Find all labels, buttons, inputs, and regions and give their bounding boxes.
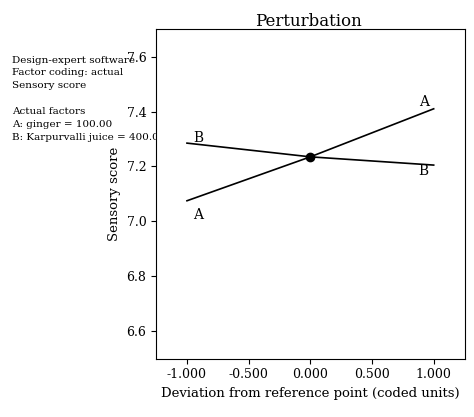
Text: Design-expert software
Factor coding: actual
Sensory score

Actual factors
A: gi: Design-expert software Factor coding: ac… bbox=[12, 55, 165, 142]
Text: A: A bbox=[419, 95, 429, 109]
Y-axis label: Sensory score: Sensory score bbox=[108, 147, 121, 241]
Text: B: B bbox=[419, 163, 429, 178]
Text: B: B bbox=[193, 131, 203, 145]
X-axis label: Deviation from reference point (coded units): Deviation from reference point (coded un… bbox=[161, 387, 460, 400]
Text: Perturbation: Perturbation bbox=[255, 13, 362, 30]
Text: A: A bbox=[193, 208, 203, 221]
